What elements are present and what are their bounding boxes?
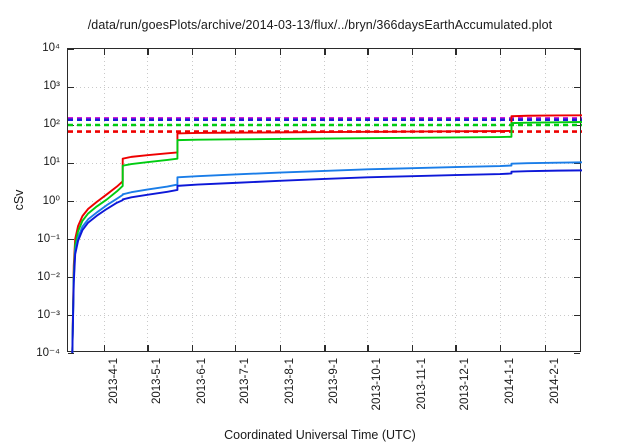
x-tick-mark — [279, 49, 282, 55]
x-tick-mark — [191, 49, 194, 55]
x-tick-label: 2013-7-1 — [239, 358, 251, 405]
y-tick-label: 10⁻¹ — [37, 233, 60, 245]
y-tick-mark — [68, 87, 74, 89]
x-tick-mark — [235, 345, 237, 351]
x-tick-mark — [279, 345, 282, 351]
grid-line-vertical — [147, 49, 149, 351]
x-tick-label: 2014-2-1 — [548, 358, 561, 405]
x-tick-mark — [412, 49, 414, 55]
grid-line-horizontal — [68, 201, 580, 202]
y-tick-label: 10⁻³ — [37, 309, 60, 321]
y-tick-label: 10⁰ — [42, 195, 60, 207]
x-tick-mark — [455, 49, 457, 55]
x-tick-mark — [455, 345, 457, 351]
grid-line-vertical — [367, 49, 369, 351]
grid-line-horizontal — [68, 163, 580, 164]
x-tick-label: 2013-4-1 — [107, 358, 120, 405]
y-tick-mark — [574, 315, 580, 317]
x-tick-mark — [235, 49, 237, 55]
grid-line-horizontal — [68, 277, 580, 278]
y-tick-mark — [68, 49, 74, 51]
y-tick-mark — [68, 353, 74, 355]
y-tick-mark — [68, 163, 74, 165]
y-tick-label: 10⁻² — [37, 271, 60, 283]
accumulated-dose-lightblue — [71, 161, 583, 354]
grid-line-vertical — [279, 49, 281, 351]
y-tick-mark — [574, 49, 580, 51]
x-tick-mark — [499, 345, 502, 351]
x-tick-mark — [324, 345, 326, 351]
x-tick-label: 2013-12-1 — [459, 358, 472, 411]
plot-area — [67, 48, 583, 355]
grid-line-vertical — [235, 49, 236, 351]
x-tick-label: 2013-11-1 — [416, 358, 429, 410]
grid-line-horizontal — [68, 315, 580, 316]
x-tick-mark — [147, 345, 149, 351]
x-tick-mark — [191, 345, 194, 351]
grid-line-vertical — [324, 49, 326, 351]
data-curves — [68, 114, 583, 354]
y-tick-mark — [574, 353, 580, 355]
grid-line-vertical — [191, 49, 193, 351]
x-tick-label: 2014-1-1 — [503, 358, 516, 405]
x-axis-label: Coordinated Universal Time (UTC) — [224, 428, 416, 442]
x-tick-mark — [147, 49, 149, 55]
grid-line-vertical — [499, 49, 501, 351]
accumulated-dose-darkblue — [71, 169, 583, 354]
y-tick-mark — [68, 239, 74, 241]
y-tick-mark — [574, 163, 580, 165]
y-tick-label: 10⁻⁴ — [36, 347, 60, 359]
grid-line-horizontal — [68, 239, 580, 240]
x-tick-mark — [103, 345, 106, 351]
accumulated-dose-green — [71, 121, 583, 354]
x-tick-mark — [367, 49, 369, 55]
x-tick-label: 2013-8-1 — [283, 358, 296, 405]
grid-line-horizontal — [68, 87, 580, 88]
y-tick-mark — [68, 277, 74, 279]
x-tick-label: 2013-10-1 — [371, 358, 384, 411]
y-tick-label: 10¹ — [43, 156, 60, 168]
x-tick-mark — [324, 49, 326, 55]
y-tick-mark — [68, 201, 74, 203]
y-tick-mark — [574, 277, 580, 279]
x-tick-mark — [103, 49, 106, 55]
grid-line-vertical — [455, 49, 457, 351]
y-tick-label: 10⁴ — [42, 42, 60, 54]
x-tick-label: 2013-6-1 — [195, 358, 208, 405]
plot-title: /data/run/goesPlots/archive/2014-03-13/f… — [87, 18, 553, 32]
x-tick-label: 2013-5-1 — [151, 358, 164, 405]
y-tick-label: 10² — [43, 118, 60, 130]
x-tick-mark — [544, 345, 546, 351]
y-tick-mark — [68, 315, 74, 317]
x-tick-mark — [544, 49, 546, 55]
y-tick-label: 10³ — [43, 80, 60, 92]
grid-line-vertical — [544, 49, 546, 351]
grid-line-vertical — [412, 49, 414, 351]
x-tick-mark — [367, 345, 369, 351]
accumulated-dose-red — [71, 114, 583, 354]
y-tick-mark — [574, 201, 580, 203]
x-tick-mark — [412, 345, 414, 351]
y-tick-mark — [574, 87, 580, 89]
x-tick-mark — [499, 49, 502, 55]
x-tick-label: 2013-9-1 — [328, 358, 341, 405]
y-tick-mark — [574, 239, 580, 241]
